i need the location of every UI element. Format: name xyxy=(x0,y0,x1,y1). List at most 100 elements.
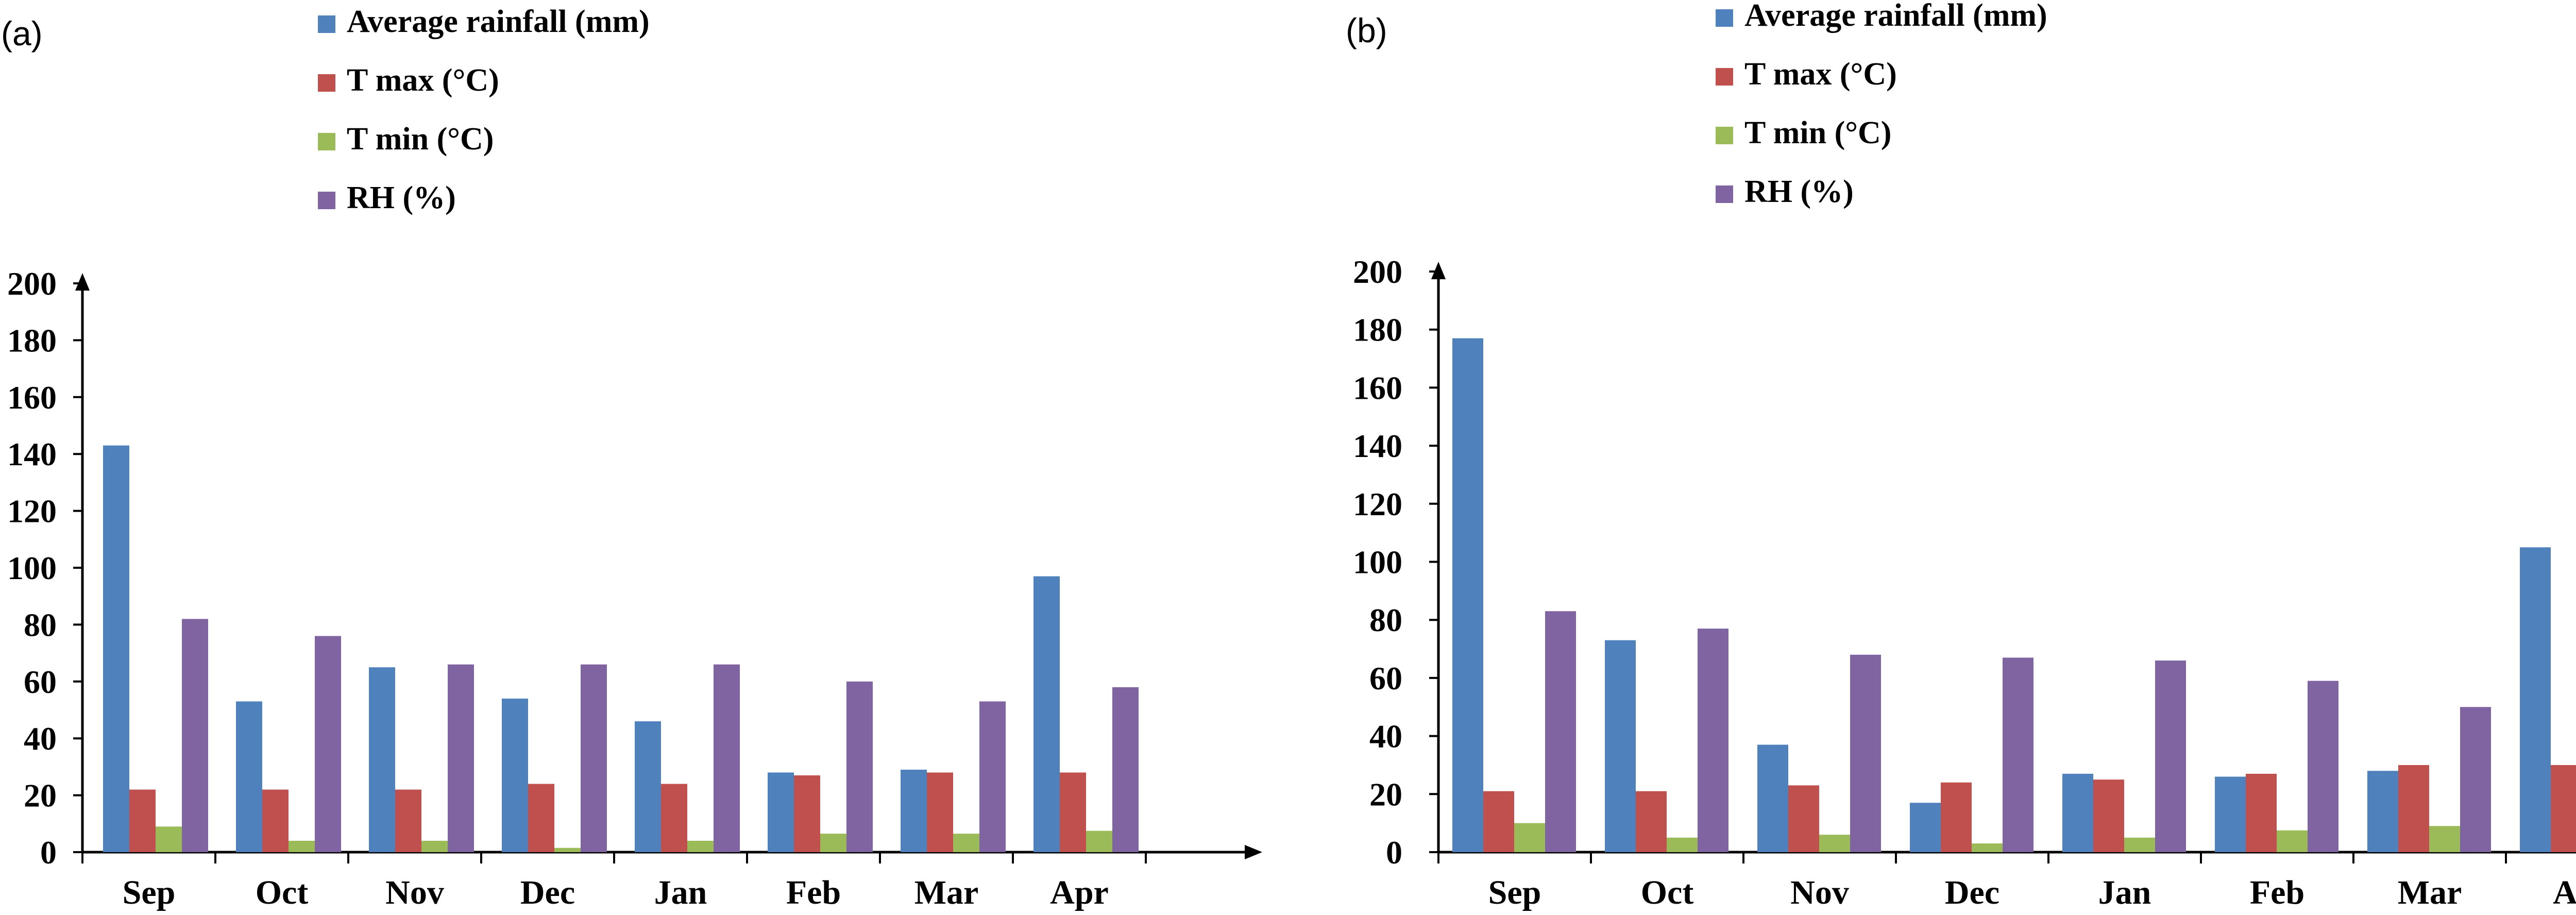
bar xyxy=(2429,826,2460,852)
y-tick-label: 0 xyxy=(1386,834,1402,871)
legend-swatch xyxy=(1716,9,1733,27)
bar xyxy=(1545,611,1576,852)
x-tick-label: Sep xyxy=(1488,874,1541,911)
bar xyxy=(2460,707,2491,852)
y-tick-label: 180 xyxy=(1353,312,1402,348)
bar xyxy=(953,834,979,852)
x-tick-label: Feb xyxy=(2250,874,2304,911)
bar xyxy=(2308,681,2338,852)
x-tick-label: Oct xyxy=(256,874,309,911)
bar xyxy=(1667,837,1698,852)
y-axis-arrow xyxy=(75,273,90,291)
bar xyxy=(1698,629,1728,852)
y-tick-label: 160 xyxy=(7,379,57,416)
legend-entry: Average rainfall (mm) xyxy=(1744,0,2047,33)
legend-entry: T min (°C) xyxy=(1744,115,1891,150)
y-tick-label: 20 xyxy=(1369,776,1402,812)
bar xyxy=(262,789,289,852)
bar xyxy=(448,664,474,852)
y-tick-label: 140 xyxy=(1353,428,1402,464)
bar xyxy=(635,721,661,852)
bar xyxy=(687,840,714,852)
legend-swatch xyxy=(1716,185,1733,203)
x-tick-label: Apr xyxy=(2553,874,2576,911)
x-tick-label: Jan xyxy=(2098,874,2151,911)
bar xyxy=(661,784,687,852)
bar xyxy=(1112,687,1139,852)
legend-entry: T min (°C) xyxy=(347,122,494,157)
bar xyxy=(979,701,1006,852)
bar xyxy=(2062,773,2093,852)
y-tick-label: 40 xyxy=(1369,718,1402,755)
bar xyxy=(2093,780,2124,852)
y-tick-label: 160 xyxy=(1353,369,1402,406)
x-tick-label: Dec xyxy=(520,874,575,911)
panel-label: (a) xyxy=(1,14,43,53)
legend-swatch xyxy=(1716,127,1733,144)
bar xyxy=(2155,660,2186,852)
bar xyxy=(846,681,873,852)
x-tick-label: Feb xyxy=(786,874,841,911)
bar xyxy=(554,848,581,852)
bar xyxy=(528,784,554,852)
y-tick-label: 200 xyxy=(7,265,57,302)
x-tick-label: Mar xyxy=(2398,874,2462,911)
y-tick-label: 40 xyxy=(24,720,57,757)
bar xyxy=(2124,837,2155,852)
bar xyxy=(1972,843,2003,852)
y-tick-label: 60 xyxy=(1369,660,1402,697)
x-tick-label: Apr xyxy=(1050,874,1109,911)
y-tick-label: 200 xyxy=(1353,253,1402,290)
bar xyxy=(901,769,927,852)
y-tick-label: 20 xyxy=(24,777,57,814)
bar xyxy=(369,667,395,852)
legend-entry: T max (°C) xyxy=(347,63,499,98)
bar xyxy=(395,789,421,852)
bar xyxy=(129,789,156,852)
x-tick-label: Dec xyxy=(1945,874,1999,911)
bar xyxy=(421,840,448,852)
x-tick-label: Sep xyxy=(123,874,176,911)
bar xyxy=(2398,765,2429,852)
bar xyxy=(2520,547,2551,852)
y-tick-label: 80 xyxy=(1369,602,1402,638)
x-tick-label: Oct xyxy=(1641,874,1694,911)
bar xyxy=(1941,782,1972,852)
legend-entry: T max (°C) xyxy=(1744,57,1897,92)
y-tick-label: 60 xyxy=(24,664,57,700)
bar xyxy=(1514,823,1545,852)
bar xyxy=(1910,803,1941,852)
y-tick-label: 120 xyxy=(7,493,57,530)
panel-a: (a) Average rainfall (mm) T max (°C) T min … xyxy=(1,4,1262,911)
bar xyxy=(1819,835,1850,852)
x-axis-arrow xyxy=(1245,845,1262,859)
legend-entry: RH (%) xyxy=(1744,174,1854,209)
bar xyxy=(1483,791,1514,852)
legend-swatch xyxy=(318,74,335,92)
panel-b: (b) Average rainfall (mm) T max (°C) T min … xyxy=(1346,0,2576,911)
bar xyxy=(1757,744,1788,852)
y-tick-label: 80 xyxy=(24,606,57,643)
x-tick-label: Jan xyxy=(654,874,707,911)
x-tick-label: Mar xyxy=(914,874,979,911)
bar xyxy=(1636,791,1667,852)
legend-swatch xyxy=(1716,68,1733,86)
x-tick-label: Nov xyxy=(1790,874,1849,911)
bar xyxy=(820,834,846,852)
bar xyxy=(315,636,341,852)
bar xyxy=(714,664,740,852)
bar xyxy=(927,772,953,852)
bar xyxy=(502,698,528,852)
bar xyxy=(2551,765,2576,852)
bar xyxy=(182,619,208,852)
bar xyxy=(2277,830,2308,852)
y-tick-label: 120 xyxy=(1353,486,1402,522)
legend-swatch xyxy=(318,15,335,33)
bar xyxy=(1788,785,1819,852)
bar xyxy=(581,664,607,852)
x-tick-label: Nov xyxy=(385,874,444,911)
y-tick-label: 100 xyxy=(7,550,57,586)
legend-entry: Average rainfall (mm) xyxy=(347,4,650,39)
y-tick-label: 180 xyxy=(7,322,57,359)
bar xyxy=(156,826,182,852)
